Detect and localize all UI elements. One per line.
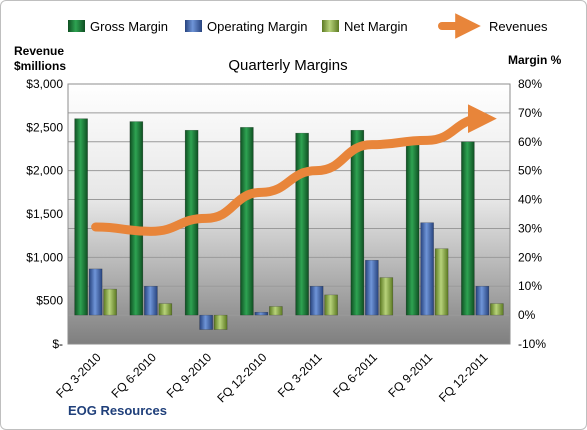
legend-swatch-operating-margin xyxy=(185,20,202,32)
gross-margin-bar xyxy=(461,141,475,316)
net-margin-bar xyxy=(379,277,394,316)
operating-margin-bar xyxy=(199,314,213,330)
right-tick-label: 10% xyxy=(518,279,542,293)
category-tick-label: FQ 3-2011 xyxy=(275,350,325,400)
right-tick-label: 20% xyxy=(518,250,542,264)
right-tick-label: 40% xyxy=(518,193,542,207)
net-margin-bar xyxy=(490,303,504,316)
chart-title: Quarterly Margins xyxy=(228,57,347,74)
category-tick-label: FQ 9-2010 xyxy=(164,350,215,401)
operating-margin-bar xyxy=(144,285,158,316)
right-axis-label: Margin % xyxy=(508,53,562,67)
bar-series xyxy=(74,118,504,330)
left-tick-label: $- xyxy=(52,337,63,351)
category-tick-label: FQ 6-2011 xyxy=(330,350,380,400)
legend-label-revenues: Revenues xyxy=(489,19,548,34)
operating-margin-bar xyxy=(254,311,269,316)
right-tick-label: 0% xyxy=(518,308,536,322)
right-tick-label: 60% xyxy=(518,135,542,149)
right-tick-label: -10% xyxy=(518,337,546,351)
left-tick-label: $2,500 xyxy=(26,120,63,134)
category-tick-label: FQ 3-2010 xyxy=(53,350,104,401)
legend-label-net-margin: Net Margin xyxy=(344,19,408,34)
net-margin-bar xyxy=(324,294,338,316)
plot-border xyxy=(67,83,511,345)
legend-operating-margin: Operating Margin xyxy=(185,19,307,34)
legend-swatch-net-margin xyxy=(322,20,339,32)
operating-margin-bar xyxy=(88,268,103,316)
net-margin-bar xyxy=(269,306,283,316)
left-tick-label: $500 xyxy=(36,294,63,308)
gross-margin-bar xyxy=(295,132,309,316)
legend-label-gross-margin: Gross Margin xyxy=(90,19,168,34)
right-tick-label: 50% xyxy=(518,164,542,178)
right-tick-label: 30% xyxy=(518,221,542,235)
gross-margin-bar xyxy=(129,121,144,316)
net-margin-bar xyxy=(103,288,117,316)
revenues-line xyxy=(91,104,497,236)
net-margin-bar xyxy=(158,303,173,316)
footer-company: EOG Resources xyxy=(68,403,167,418)
legend-net-margin: Net Margin xyxy=(322,19,408,34)
legend-gross-margin: Gross Margin xyxy=(68,19,168,34)
category-tick-label: FQ 12-2010 xyxy=(214,350,269,405)
legend-label-operating-margin: Operating Margin xyxy=(207,19,307,34)
category-tick-label: FQ 6-2010 xyxy=(109,350,160,401)
operating-margin-bar xyxy=(365,259,379,316)
left-tick-label: $3,000 xyxy=(26,77,63,91)
gross-margin-bar xyxy=(405,141,420,316)
legend: Gross Margin Operating Margin Net Margin… xyxy=(68,13,548,39)
left-tick-label: $1,500 xyxy=(26,207,63,221)
left-axis-label-line1: Revenue xyxy=(14,44,64,58)
operating-margin-bar xyxy=(309,285,324,316)
legend-revenues: Revenues xyxy=(438,13,548,39)
legend-swatch-gross-margin xyxy=(68,20,85,32)
revenue-line xyxy=(91,104,497,236)
category-tick-label: FQ 12-2011 xyxy=(436,350,491,405)
category-tick-label: FQ 9-2011 xyxy=(385,350,435,400)
gross-margin-bar xyxy=(240,127,254,316)
gross-margin-bar xyxy=(350,129,365,316)
net-margin-bar xyxy=(434,248,449,316)
operating-margin-bar xyxy=(475,285,490,316)
gross-margin-bar xyxy=(74,118,88,316)
right-tick-label: 80% xyxy=(518,77,542,91)
left-tick-label: $1,000 xyxy=(26,250,63,264)
operating-margin-bar xyxy=(420,222,434,316)
left-tick-label: $2,000 xyxy=(26,164,63,178)
net-margin-bar xyxy=(213,314,228,330)
right-tick-label: 70% xyxy=(518,106,542,120)
left-axis-label-line2: $millions xyxy=(14,59,66,73)
